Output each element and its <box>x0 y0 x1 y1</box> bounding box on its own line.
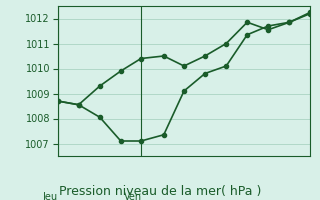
Text: Pression niveau de la mer( hPa ): Pression niveau de la mer( hPa ) <box>59 185 261 198</box>
Text: Ven: Ven <box>124 192 142 200</box>
Text: Jeu: Jeu <box>43 192 58 200</box>
